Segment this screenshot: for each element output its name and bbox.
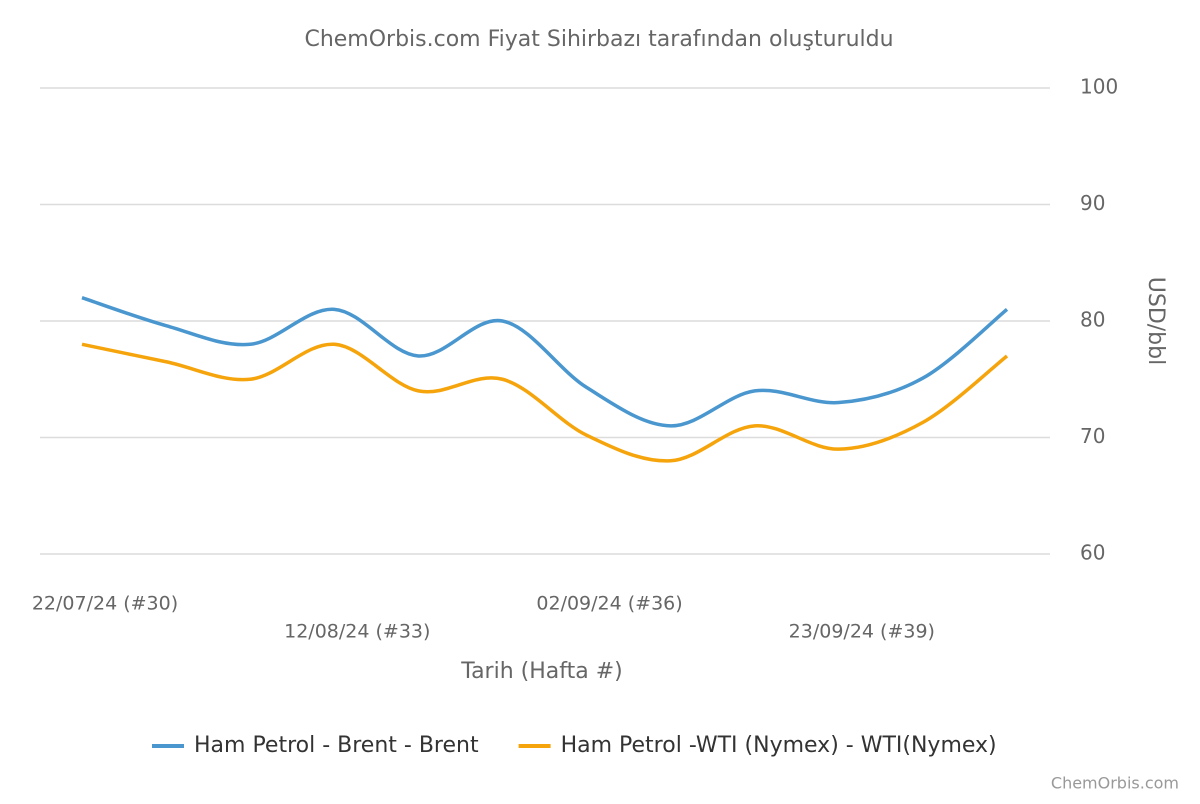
y-tick-label: 80: [1080, 308, 1105, 332]
chart-title: ChemOrbis.com Fiyat Sihirbazı tarafından…: [304, 27, 893, 52]
x-tick-label: 23/09/24 (#39): [789, 621, 935, 643]
line-series: [81, 296, 1009, 428]
legend-label: Ham Petrol -WTI (Nymex) - WTI(Nymex): [561, 733, 997, 758]
legend-label: Ham Petrol - Brent - Brent: [194, 733, 479, 758]
x-tick-label: 02/09/24 (#36): [536, 593, 682, 615]
y-tick-label: 60: [1080, 541, 1105, 565]
y-tick-label: 100: [1080, 75, 1118, 99]
y-tick-label: 70: [1080, 424, 1105, 448]
x-tick-label: 12/08/24 (#33): [284, 621, 430, 643]
source: ChemOrbis.com: [1051, 774, 1179, 793]
x-axis-label: Tarih (Hafta #): [460, 659, 622, 684]
x-tick-label: 22/07/24 (#30): [32, 593, 178, 615]
line-series: [81, 342, 1009, 463]
y-axis-label: USD/bbl: [1143, 277, 1168, 365]
y-tick-label: 90: [1080, 191, 1105, 215]
